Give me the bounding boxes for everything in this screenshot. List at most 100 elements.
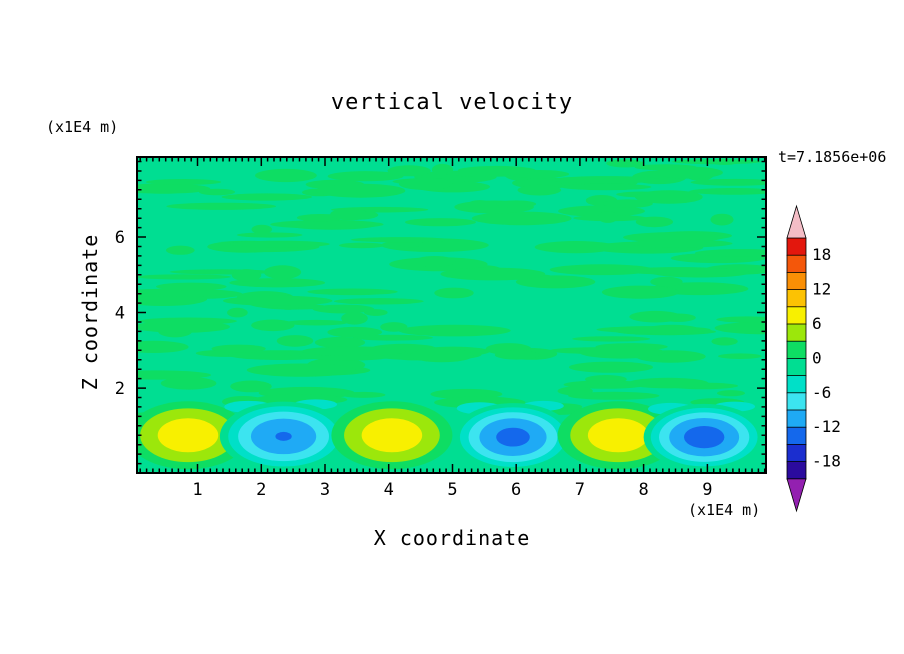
texture-patch bbox=[341, 312, 368, 325]
texture-patch bbox=[387, 165, 431, 177]
texture-patch bbox=[251, 319, 295, 332]
texture-patch bbox=[380, 322, 408, 332]
z-axis-unit: (x1E4 m) bbox=[46, 118, 119, 136]
texture-patch bbox=[629, 310, 682, 323]
colorbar-band bbox=[786, 237, 807, 257]
texture-patch bbox=[246, 363, 356, 377]
texture-patch bbox=[644, 324, 700, 336]
texture-patch bbox=[597, 211, 618, 223]
texture-patch bbox=[552, 176, 661, 184]
texture-patch bbox=[689, 188, 766, 195]
texture-patch bbox=[327, 326, 383, 338]
colorbar-label: -6 bbox=[812, 383, 831, 402]
texture-patch bbox=[434, 287, 474, 299]
texture-patch bbox=[137, 340, 189, 353]
texture-patch bbox=[301, 346, 406, 357]
texture-patch bbox=[572, 336, 651, 342]
x-tick-label: 4 bbox=[384, 480, 394, 500]
texture-patch bbox=[341, 391, 386, 398]
colorbar-band bbox=[786, 443, 807, 463]
texture-patch bbox=[316, 183, 406, 198]
texture-patch bbox=[568, 391, 660, 400]
texture-patch bbox=[339, 242, 385, 249]
texture-patch bbox=[717, 390, 745, 397]
texture-patch bbox=[405, 218, 476, 227]
texture-patch bbox=[307, 288, 398, 296]
texture-patch bbox=[160, 377, 217, 390]
texture-patch bbox=[255, 168, 317, 183]
axis-ticks bbox=[137, 157, 766, 474]
colorbar-over-arrow bbox=[786, 204, 807, 239]
texture-patch bbox=[327, 171, 404, 182]
colorbar-band bbox=[786, 392, 807, 411]
texture-patch bbox=[585, 375, 627, 384]
z-axis-title: Z coordinate bbox=[78, 233, 102, 391]
texture-patch bbox=[221, 193, 312, 201]
x-tick-label: 6 bbox=[511, 480, 521, 500]
z-tick-label: 4 bbox=[115, 304, 125, 324]
page-title: vertical velocity bbox=[330, 90, 574, 115]
texture-patch bbox=[222, 295, 333, 306]
z-tick-label: 2 bbox=[115, 379, 125, 399]
texture-patch bbox=[398, 324, 511, 337]
texture-patch bbox=[431, 163, 454, 176]
texture-patch bbox=[579, 346, 665, 359]
colorbar-label: 0 bbox=[812, 348, 822, 367]
colorbar-label: -18 bbox=[812, 452, 841, 471]
texture-patch bbox=[263, 265, 302, 280]
texture-patch bbox=[270, 220, 384, 229]
texture-patch bbox=[690, 178, 766, 186]
texture-patch bbox=[314, 336, 366, 349]
texture-patch bbox=[694, 249, 766, 257]
texture-patch bbox=[211, 344, 266, 353]
texture-patch bbox=[410, 348, 474, 363]
texture-patch bbox=[139, 317, 237, 325]
x-tick-label: 5 bbox=[447, 480, 457, 500]
colorbar-band bbox=[786, 254, 807, 274]
texture-patch bbox=[350, 237, 450, 243]
updraft-contour bbox=[157, 418, 219, 453]
texture-patch bbox=[285, 319, 348, 326]
colorbar-label: 12 bbox=[812, 280, 831, 299]
texture-patch bbox=[711, 337, 738, 346]
texture-patch bbox=[231, 269, 262, 282]
texture-patch bbox=[650, 276, 683, 287]
plot-frame bbox=[136, 156, 767, 474]
texture-patch bbox=[166, 202, 277, 210]
texture-patch bbox=[198, 188, 236, 196]
texture-patch bbox=[440, 267, 546, 281]
texture-patch bbox=[601, 285, 679, 299]
downdraft-contour bbox=[684, 426, 725, 449]
downdraft-contour bbox=[275, 431, 292, 441]
colorbar-band bbox=[786, 289, 807, 308]
texture-patch bbox=[623, 267, 734, 275]
colorbar-band bbox=[786, 340, 807, 360]
texture-patch bbox=[606, 159, 644, 168]
texture-patch bbox=[352, 334, 433, 341]
texture-patch bbox=[137, 183, 211, 194]
texture-patch bbox=[457, 165, 536, 175]
texture-patch bbox=[515, 275, 596, 289]
texture-patch bbox=[496, 200, 537, 208]
colorbar-band bbox=[786, 409, 807, 429]
texture-patch bbox=[330, 208, 369, 221]
texture-patch bbox=[137, 274, 232, 280]
texture-patch bbox=[413, 256, 456, 267]
texture-patch bbox=[471, 211, 572, 226]
texture-patch bbox=[534, 241, 617, 254]
texture-patch bbox=[156, 282, 227, 291]
texture-patch bbox=[398, 177, 453, 190]
colorbar-band bbox=[786, 357, 807, 377]
x-tick-label: 8 bbox=[639, 480, 649, 500]
colorbar-band bbox=[786, 306, 807, 325]
x-tick-label: 1 bbox=[192, 480, 202, 500]
z-tick-label: 6 bbox=[115, 228, 125, 248]
texture-patch bbox=[627, 377, 709, 389]
texture-patch bbox=[227, 307, 248, 318]
colorbar-band bbox=[786, 375, 807, 394]
x-axis-title: X coordinate bbox=[373, 526, 531, 550]
texture-patch bbox=[634, 190, 703, 204]
texture-patch bbox=[603, 199, 653, 208]
